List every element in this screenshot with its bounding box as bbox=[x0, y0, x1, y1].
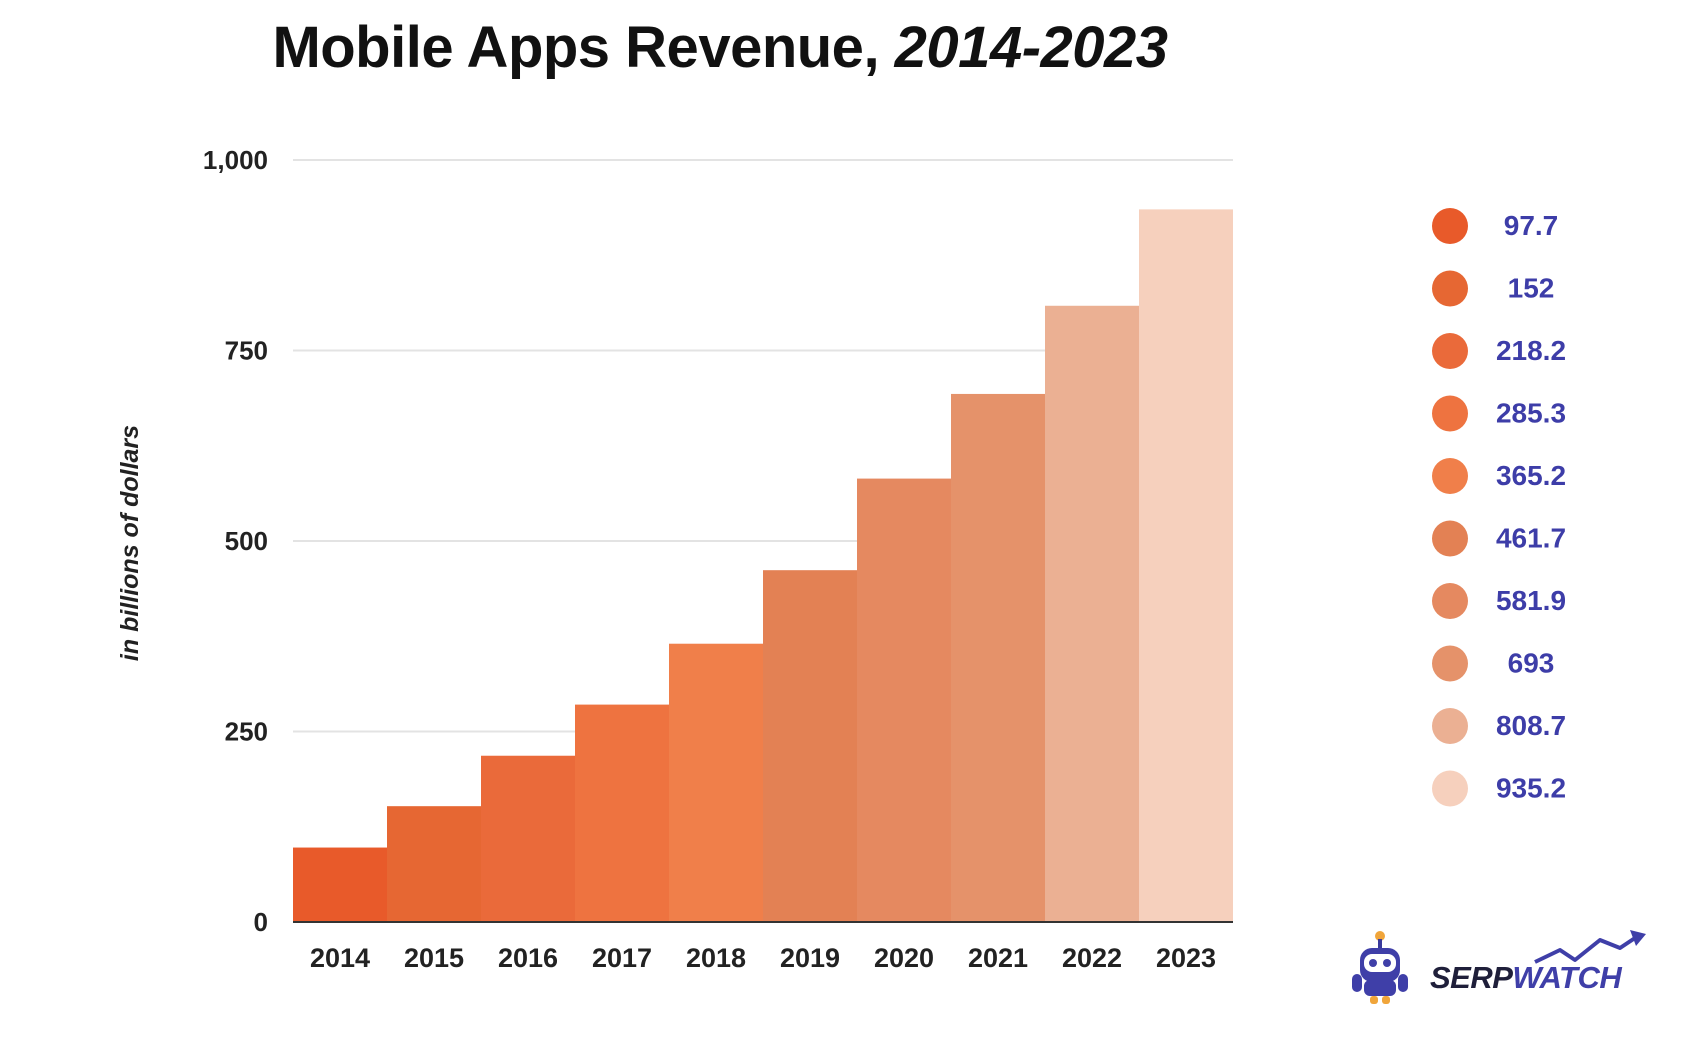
legend-dot bbox=[1432, 583, 1468, 619]
bar bbox=[763, 570, 857, 922]
serpwatch-logo: SERPWATCH bbox=[1350, 930, 1650, 1010]
x-tick-label: 2019 bbox=[780, 943, 840, 973]
legend-value-label: 285.3 bbox=[1496, 398, 1566, 429]
legend-value-label: 461.7 bbox=[1496, 523, 1566, 554]
legend-value-label: 808.7 bbox=[1496, 710, 1566, 741]
bar bbox=[575, 704, 669, 922]
trend-arrow-icon bbox=[1534, 930, 1646, 964]
bar bbox=[669, 643, 763, 922]
x-tick-label: 2020 bbox=[874, 943, 934, 973]
robot-mascot-icon bbox=[1352, 931, 1408, 1004]
chart-title: Mobile Apps Revenue, 2014-2023 bbox=[0, 14, 1440, 81]
y-tick-label: 250 bbox=[225, 717, 268, 747]
bar bbox=[951, 393, 1045, 923]
y-tick-label: 500 bbox=[225, 526, 268, 556]
y-axis-title: in billions of dollars bbox=[116, 425, 144, 661]
x-tick-label: 2022 bbox=[1062, 943, 1122, 973]
x-tick-label: 2017 bbox=[592, 943, 652, 973]
legend-dot bbox=[1432, 645, 1468, 682]
legend-dot bbox=[1432, 333, 1468, 369]
logo-watch: WATCH bbox=[1512, 960, 1622, 995]
bar bbox=[387, 806, 481, 922]
y-tick-label: 750 bbox=[225, 336, 268, 366]
legend-dot bbox=[1432, 395, 1468, 432]
bar bbox=[481, 755, 575, 922]
legend-value-label: 365.2 bbox=[1496, 460, 1566, 491]
x-tick-label: 2018 bbox=[686, 943, 746, 973]
x-tick-label: 2021 bbox=[968, 943, 1028, 973]
legend-value-label: 152 bbox=[1508, 273, 1555, 304]
legend-value-label: 581.9 bbox=[1496, 585, 1566, 616]
y-tick-label: 1,000 bbox=[203, 145, 268, 175]
title-years: 2014-2023 bbox=[894, 15, 1168, 80]
legend-dot bbox=[1432, 770, 1468, 807]
bar bbox=[1139, 209, 1233, 923]
legend-dot bbox=[1432, 270, 1468, 307]
title-main: Mobile Apps Revenue, bbox=[272, 15, 895, 80]
legend-dot bbox=[1432, 708, 1468, 744]
legend-dot bbox=[1432, 458, 1468, 494]
legend-dot bbox=[1432, 520, 1468, 557]
y-tick-label: 0 bbox=[254, 907, 268, 937]
bar bbox=[293, 847, 387, 922]
bar bbox=[857, 478, 951, 922]
legend-value-label: 935.2 bbox=[1496, 773, 1566, 804]
x-tick-label: 2016 bbox=[498, 943, 558, 973]
legend-value-label: 218.2 bbox=[1496, 335, 1566, 366]
legend-value-label: 693 bbox=[1508, 648, 1555, 679]
logo-serp: SERP bbox=[1430, 960, 1513, 995]
legend-dot bbox=[1432, 208, 1468, 244]
x-tick-label: 2015 bbox=[404, 943, 464, 973]
logo-wordmark: SERPWATCH bbox=[1430, 960, 1622, 996]
legend-value-label: 97.7 bbox=[1504, 210, 1559, 241]
x-tick-label: 2023 bbox=[1156, 943, 1216, 973]
x-tick-label: 2014 bbox=[310, 943, 370, 973]
bar bbox=[1045, 305, 1139, 922]
